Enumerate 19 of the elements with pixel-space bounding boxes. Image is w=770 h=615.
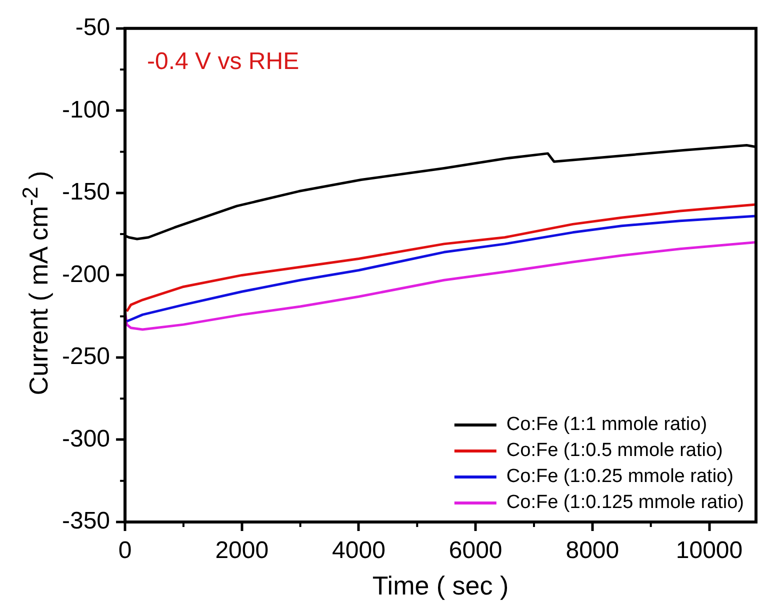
x-tick-label: 4000 xyxy=(332,537,386,564)
y-tick-label: -250 xyxy=(62,343,110,370)
x-axis-title: Time ( sec ) xyxy=(372,570,509,601)
annotation: -0.4 V vs RHE xyxy=(147,48,300,76)
legend-label: Co:Fe (1:1 mmole ratio) xyxy=(506,414,708,436)
x-tick-label: 0 xyxy=(118,537,132,564)
legend-label: Co:Fe (1:0.25 mmole ratio) xyxy=(506,466,734,488)
y-tick-label: -300 xyxy=(62,425,110,452)
x-tick-label: 6000 xyxy=(448,537,502,564)
legend-label: Co:Fe (1:0.125 mmole ratio) xyxy=(506,492,744,514)
x-tick-label: 8000 xyxy=(566,537,620,564)
y-tick-label: -150 xyxy=(62,178,110,206)
x-tick-label: 2000 xyxy=(215,537,269,564)
y-tick-label: -100 xyxy=(62,96,110,124)
legend-label: Co:Fe (1:0.5 mmole ratio) xyxy=(506,440,723,462)
x-tick-label: 10000 xyxy=(676,537,743,564)
y-tick-label: -50 xyxy=(75,14,110,42)
y-tick-label: -200 xyxy=(62,260,110,288)
y-tick-label: -350 xyxy=(62,508,110,535)
